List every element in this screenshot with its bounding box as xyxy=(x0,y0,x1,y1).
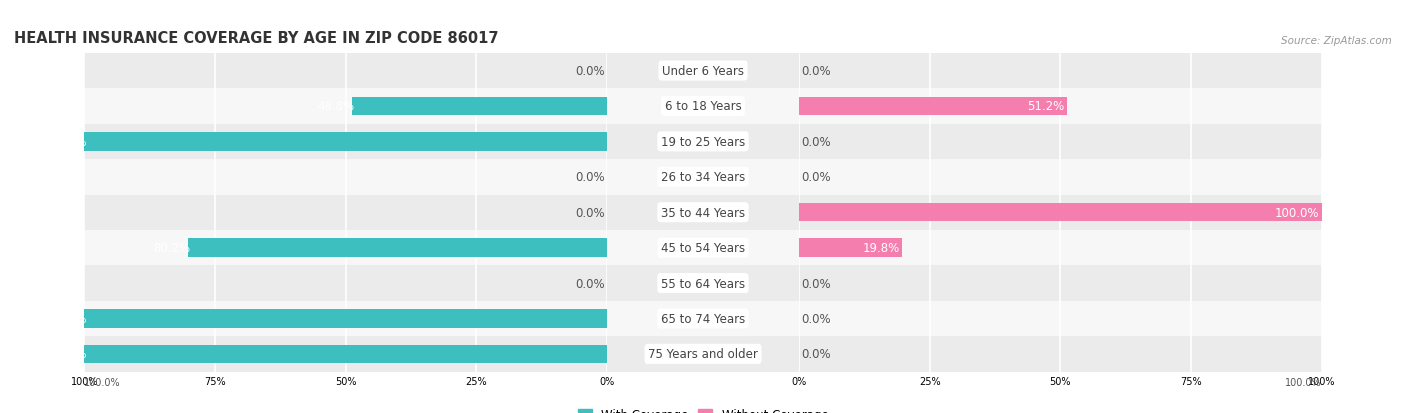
Text: HEALTH INSURANCE COVERAGE BY AGE IN ZIP CODE 86017: HEALTH INSURANCE COVERAGE BY AGE IN ZIP … xyxy=(14,31,499,45)
Bar xyxy=(79,124,1135,160)
Text: 19.8%: 19.8% xyxy=(862,242,900,254)
Bar xyxy=(79,195,1135,230)
Text: 0.0%: 0.0% xyxy=(575,206,605,219)
Text: 100.0%: 100.0% xyxy=(42,312,87,325)
Text: 0.0%: 0.0% xyxy=(801,171,831,184)
Text: 100.0%: 100.0% xyxy=(42,348,87,361)
Text: 48.8%: 48.8% xyxy=(318,100,354,113)
Text: 0.0%: 0.0% xyxy=(575,277,605,290)
Text: 19 to 25 Years: 19 to 25 Years xyxy=(661,135,745,149)
Bar xyxy=(188,239,607,257)
Text: 100.0%: 100.0% xyxy=(84,377,121,387)
Bar xyxy=(352,97,607,116)
Text: 6 to 18 Years: 6 to 18 Years xyxy=(665,100,741,113)
Bar xyxy=(271,160,1327,195)
Bar xyxy=(415,54,991,89)
Text: 0.0%: 0.0% xyxy=(575,171,605,184)
Bar xyxy=(271,89,1327,124)
Text: 0.0%: 0.0% xyxy=(801,135,831,149)
Bar xyxy=(415,301,991,336)
Legend: With Coverage, Without Coverage: With Coverage, Without Coverage xyxy=(572,403,834,413)
Text: 100.0%: 100.0% xyxy=(42,135,87,149)
Bar xyxy=(84,309,607,328)
Bar xyxy=(79,266,1135,301)
Bar xyxy=(415,266,991,301)
Bar xyxy=(79,160,1135,195)
Bar xyxy=(79,54,1135,89)
Bar xyxy=(84,133,607,151)
Bar xyxy=(84,345,607,363)
Bar xyxy=(79,89,1135,124)
Text: 75 Years and older: 75 Years and older xyxy=(648,348,758,361)
Text: 0.0%: 0.0% xyxy=(801,348,831,361)
Text: 100.0%: 100.0% xyxy=(1274,206,1319,219)
Bar xyxy=(415,230,991,266)
Bar xyxy=(271,195,1327,230)
Bar xyxy=(271,336,1327,372)
Text: 0.0%: 0.0% xyxy=(801,312,831,325)
Bar xyxy=(79,336,1135,372)
Text: 0.0%: 0.0% xyxy=(575,65,605,78)
Bar xyxy=(799,97,1067,116)
Text: 35 to 44 Years: 35 to 44 Years xyxy=(661,206,745,219)
Bar xyxy=(799,239,903,257)
Bar xyxy=(271,54,1327,89)
Text: Under 6 Years: Under 6 Years xyxy=(662,65,744,78)
Text: 45 to 54 Years: 45 to 54 Years xyxy=(661,242,745,254)
Bar xyxy=(415,160,991,195)
Text: 0.0%: 0.0% xyxy=(801,65,831,78)
Bar xyxy=(271,124,1327,160)
Text: 55 to 64 Years: 55 to 64 Years xyxy=(661,277,745,290)
Bar xyxy=(415,89,991,124)
Bar xyxy=(79,301,1135,336)
Bar xyxy=(79,230,1135,266)
Text: 51.2%: 51.2% xyxy=(1026,100,1064,113)
Bar xyxy=(415,124,991,160)
Bar xyxy=(415,195,991,230)
Text: 100.0%: 100.0% xyxy=(1285,377,1322,387)
Text: 0.0%: 0.0% xyxy=(801,277,831,290)
Text: 80.2%: 80.2% xyxy=(153,242,190,254)
Text: 65 to 74 Years: 65 to 74 Years xyxy=(661,312,745,325)
Bar xyxy=(271,266,1327,301)
Text: 26 to 34 Years: 26 to 34 Years xyxy=(661,171,745,184)
Bar xyxy=(271,230,1327,266)
Text: Source: ZipAtlas.com: Source: ZipAtlas.com xyxy=(1281,36,1392,45)
Bar xyxy=(415,336,991,372)
Bar xyxy=(271,301,1327,336)
Bar xyxy=(799,204,1322,222)
